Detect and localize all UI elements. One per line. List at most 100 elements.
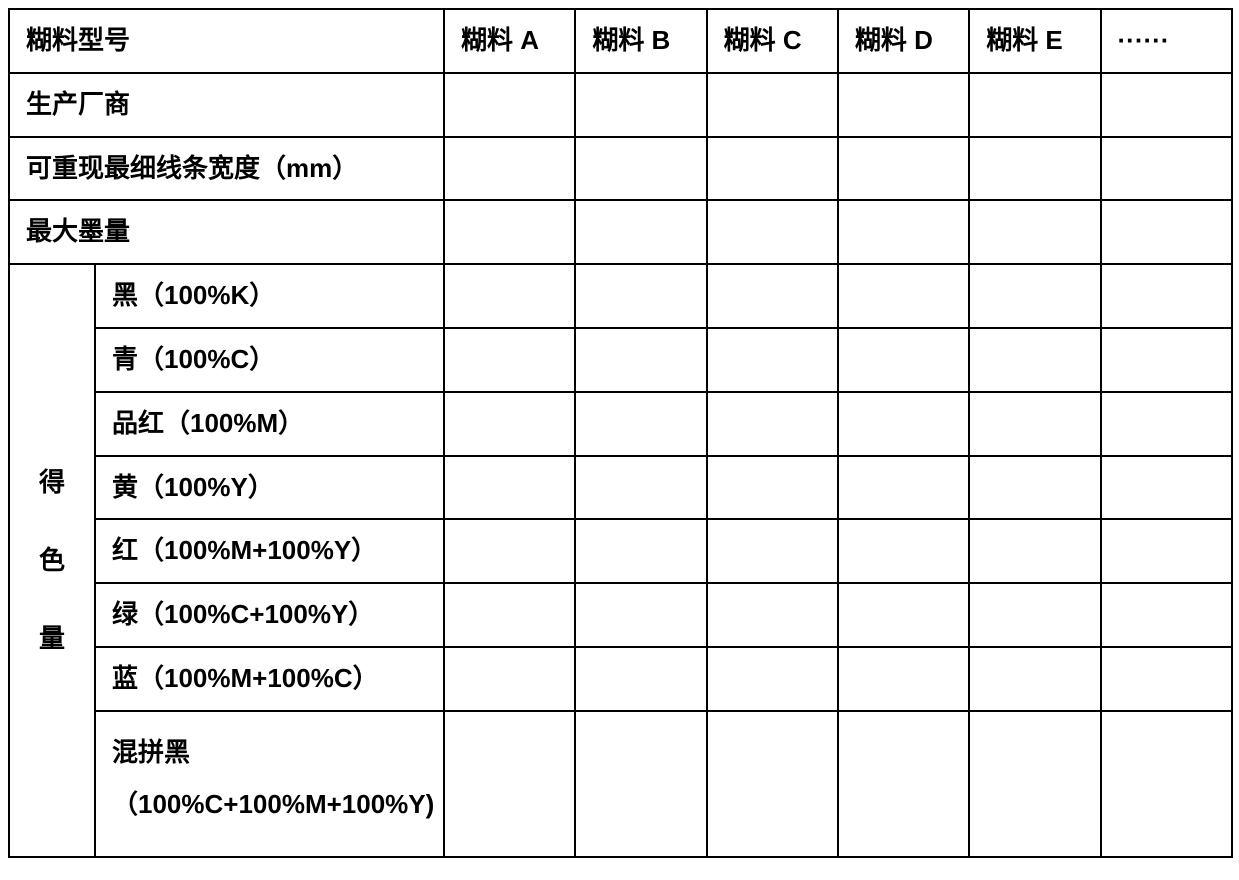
cell [576,665,705,693]
table-row: 可重现最细线条宽度（mm） [9,137,1232,201]
col-header: 糊料 C [708,10,837,72]
spine-char: 色 [10,521,94,599]
col-header: 糊料 B [576,10,705,72]
cell [708,601,837,629]
cell [708,154,837,182]
cell [839,537,968,565]
cell [970,473,1099,501]
row-label: 黑（100%K） [96,265,443,327]
table-row: 绿（100%C+100%Y） [9,583,1232,647]
cell [708,218,837,246]
cell [970,601,1099,629]
cell [970,770,1099,798]
col-header: 糊料 A [445,10,574,72]
cell [576,282,705,310]
cell [445,537,574,565]
row-label: 品红（100%M） [96,393,443,455]
row-label: 生产厂商 [10,74,443,136]
cell [1102,537,1231,565]
cell [708,410,837,438]
paste-comparison-table: 糊料型号 糊料 A 糊料 B 糊料 C 糊料 D 糊料 E ······ 生产厂… [8,8,1233,858]
table-row: 混拼黑（100%C+100%M+100%Y) [9,711,1232,857]
header-label: 糊料型号 [10,10,443,72]
table-row: 蓝（100%M+100%C） [9,647,1232,711]
cell [1102,218,1231,246]
row-label: 红（100%M+100%Y） [96,520,443,582]
cell [970,537,1099,565]
cell [708,537,837,565]
cell [970,665,1099,693]
cell [445,770,574,798]
row-label: 蓝（100%M+100%C） [96,648,443,710]
cell [839,410,968,438]
cell [708,770,837,798]
cell [839,91,968,119]
spine-char: 得 [10,443,94,521]
cell [1102,154,1231,182]
cell [445,91,574,119]
cell [708,91,837,119]
cell [445,154,574,182]
table-row: 青（100%C） [9,328,1232,392]
color-section-spine: 得 色 量 [9,264,95,857]
cell [1102,665,1231,693]
cell [445,601,574,629]
cell [1102,770,1231,798]
cell [576,770,705,798]
cell [576,218,705,246]
table-row: 红（100%M+100%Y） [9,519,1232,583]
cell [839,770,968,798]
cell [1102,282,1231,310]
cell [839,601,968,629]
cell [576,410,705,438]
cell [1102,410,1231,438]
table-row: 生产厂商 [9,73,1232,137]
cell [576,601,705,629]
cell [839,282,968,310]
table-row: 黄（100%Y） [9,456,1232,520]
cell [445,346,574,374]
cell [576,473,705,501]
cell [445,410,574,438]
cell [445,473,574,501]
cell [708,665,837,693]
cell [708,473,837,501]
cell [839,346,968,374]
cell [576,91,705,119]
row-label: 可重现最细线条宽度（mm） [10,138,443,200]
cell [970,218,1099,246]
cell [839,473,968,501]
row-label: 黄（100%Y） [96,457,443,519]
cell [708,346,837,374]
cell [1102,601,1231,629]
cell [970,410,1099,438]
col-header: 糊料 E [970,10,1099,72]
table-row: 品红（100%M） [9,392,1232,456]
cell [970,346,1099,374]
cell [445,218,574,246]
cell [970,282,1099,310]
table-row: 得 色 量 黑（100%K） [9,264,1232,328]
cell [708,282,837,310]
cell [576,154,705,182]
row-label: 青（100%C） [96,329,443,391]
cell [576,537,705,565]
cell [445,665,574,693]
cell [839,154,968,182]
col-header: ······ [1102,10,1231,72]
cell [1102,346,1231,374]
cell [1102,473,1231,501]
row-label: 最大墨量 [10,201,443,263]
cell [1102,91,1231,119]
table-header-row: 糊料型号 糊料 A 糊料 B 糊料 C 糊料 D 糊料 E ······ [9,9,1232,73]
cell [839,665,968,693]
spine-char: 量 [10,599,94,677]
cell [970,91,1099,119]
col-header: 糊料 D [839,10,968,72]
cell [445,282,574,310]
cell [839,218,968,246]
row-label: 绿（100%C+100%Y） [96,584,443,646]
cell [970,154,1099,182]
cell [576,346,705,374]
table-row: 最大墨量 [9,200,1232,264]
